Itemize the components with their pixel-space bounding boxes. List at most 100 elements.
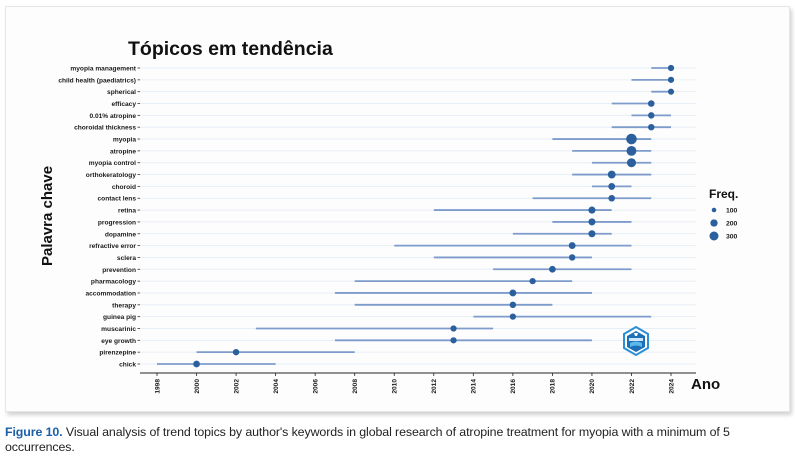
topic-row: choroid (112, 182, 632, 191)
topic-median-dot (450, 325, 457, 332)
figure-caption: Figure 10. Visual analysis of trend topi… (5, 425, 790, 455)
figure-label: Figure 10. (5, 425, 63, 439)
topic-median-dot (647, 100, 655, 107)
legend-size-label: 300 (726, 234, 738, 241)
x-axis-label: Ano (691, 376, 720, 393)
topic-label: chick (119, 362, 136, 369)
topic-label: myopia (113, 137, 136, 144)
topic-label: orthokeratology (86, 172, 137, 179)
topic-row: pirenzepine (99, 348, 355, 357)
x-tick-label: 2000 (194, 379, 201, 394)
topic-median-dot (549, 265, 556, 273)
x-tick-label: 2002 (233, 379, 240, 394)
topic-label: pirenzepine (99, 350, 136, 357)
legend-size-dot (709, 231, 719, 241)
topic-row: accommodation (85, 289, 592, 297)
topic-row: choroidal thickness (74, 123, 672, 132)
topic-row: spherical (107, 88, 675, 96)
legend: Freq. 100 200 300 (709, 187, 738, 241)
topic-row: myopia (113, 133, 652, 145)
topic-median-dot (232, 348, 240, 356)
topic-row: refractive error (89, 242, 632, 250)
x-tick-label: 2008 (352, 379, 359, 394)
topic-row: chick (119, 360, 276, 369)
topic-median-dot (529, 277, 536, 285)
topic-label: muscarinic (101, 326, 136, 333)
legend-title: Freq. (709, 187, 738, 201)
topic-rows: myopia management child health (paediatri… (58, 64, 675, 369)
topic-median-dot (509, 301, 517, 309)
topic-median-dot (193, 360, 200, 368)
topic-label: sclera (117, 255, 136, 262)
topic-row: prevention (102, 265, 632, 274)
topic-label: eye growth (101, 338, 136, 345)
topic-label: pharmacology (91, 279, 136, 286)
topic-median-dot (667, 88, 675, 95)
topic-row: atropine (110, 145, 652, 156)
topic-row: contact lens (98, 194, 652, 203)
topic-label: dopamine (105, 231, 136, 238)
topic-label: atropine (110, 148, 136, 155)
x-tick-label: 2018 (550, 379, 557, 394)
hexagon-shield-logo-icon (623, 325, 649, 357)
legend-size-dot (710, 219, 718, 227)
topic-label: contact lens (98, 196, 137, 203)
topic-label: spherical (107, 89, 136, 96)
x-tick-label: 2022 (629, 379, 636, 394)
topic-row: orthokeratology (86, 170, 652, 179)
topic-row: child health (paediatrics) (58, 76, 675, 84)
topic-label: choroidal thickness (74, 125, 136, 132)
x-tick-label: 2014 (471, 379, 478, 394)
legend-size-label: 100 (726, 208, 738, 215)
topic-row: 0.01% atropine (89, 112, 672, 120)
x-tick-label: 2006 (312, 379, 319, 394)
x-tick-label: 2010 (392, 379, 399, 394)
topic-row: sclera (117, 254, 592, 262)
topic-label: 0.01% atropine (89, 113, 136, 120)
topic-median-dot (509, 289, 517, 297)
topic-label: myopia management (70, 66, 136, 73)
topic-median-dot (626, 133, 637, 145)
topic-row: dopamine (105, 230, 612, 238)
topic-row: therapy (112, 301, 553, 309)
figure-caption-text: Visual analysis of trend topics by autho… (5, 425, 730, 454)
topic-row: myopia control (89, 158, 652, 168)
y-axis-label: Palavra chave (39, 166, 56, 266)
topic-median-dot (667, 64, 675, 72)
topic-row: progression (98, 218, 632, 226)
legend-size-label: 200 (726, 221, 738, 228)
topic-median-dot (588, 230, 596, 238)
topic-row: efficacy (111, 100, 655, 108)
x-axis: 1998 2000 2002 2004 2006 2008 2010 2012 2014 2016… (140, 372, 696, 394)
topic-label: guinea pig (103, 314, 136, 321)
topic-label: retina (118, 208, 136, 215)
topic-label: therapy (112, 302, 136, 309)
chart-title: Tópicos em tendência (128, 38, 333, 60)
topic-median-dot (626, 145, 637, 156)
topic-label: refractive error (89, 243, 136, 250)
topic-label: prevention (102, 267, 136, 274)
topic-row: myopia management (70, 64, 675, 73)
topic-median-dot (568, 254, 576, 261)
topic-row: muscarinic (101, 325, 494, 333)
topic-median-dot (648, 112, 655, 119)
topic-label: efficacy (111, 101, 136, 108)
topic-median-dot (626, 158, 636, 168)
topic-label: child health (paediatrics) (58, 77, 136, 84)
figure-card (5, 6, 790, 412)
topic-row: guinea pig (103, 313, 652, 321)
x-tick-label: 2020 (589, 379, 596, 394)
x-tick-label: 2016 (510, 379, 517, 394)
x-tick-label: 1998 (154, 379, 161, 394)
topic-median-dot (667, 76, 675, 83)
legend-size-dot (711, 207, 717, 213)
topic-median-dot (588, 206, 596, 214)
topic-median-dot (608, 194, 615, 202)
x-tick-label: 2012 (431, 379, 438, 394)
topic-median-dot (450, 337, 457, 344)
grid-lines (140, 67, 696, 365)
x-tick-label: 2004 (273, 379, 280, 394)
topic-label: accommodation (85, 290, 136, 297)
x-tick-label: 2024 (668, 379, 675, 394)
topic-median-dot (608, 182, 616, 190)
